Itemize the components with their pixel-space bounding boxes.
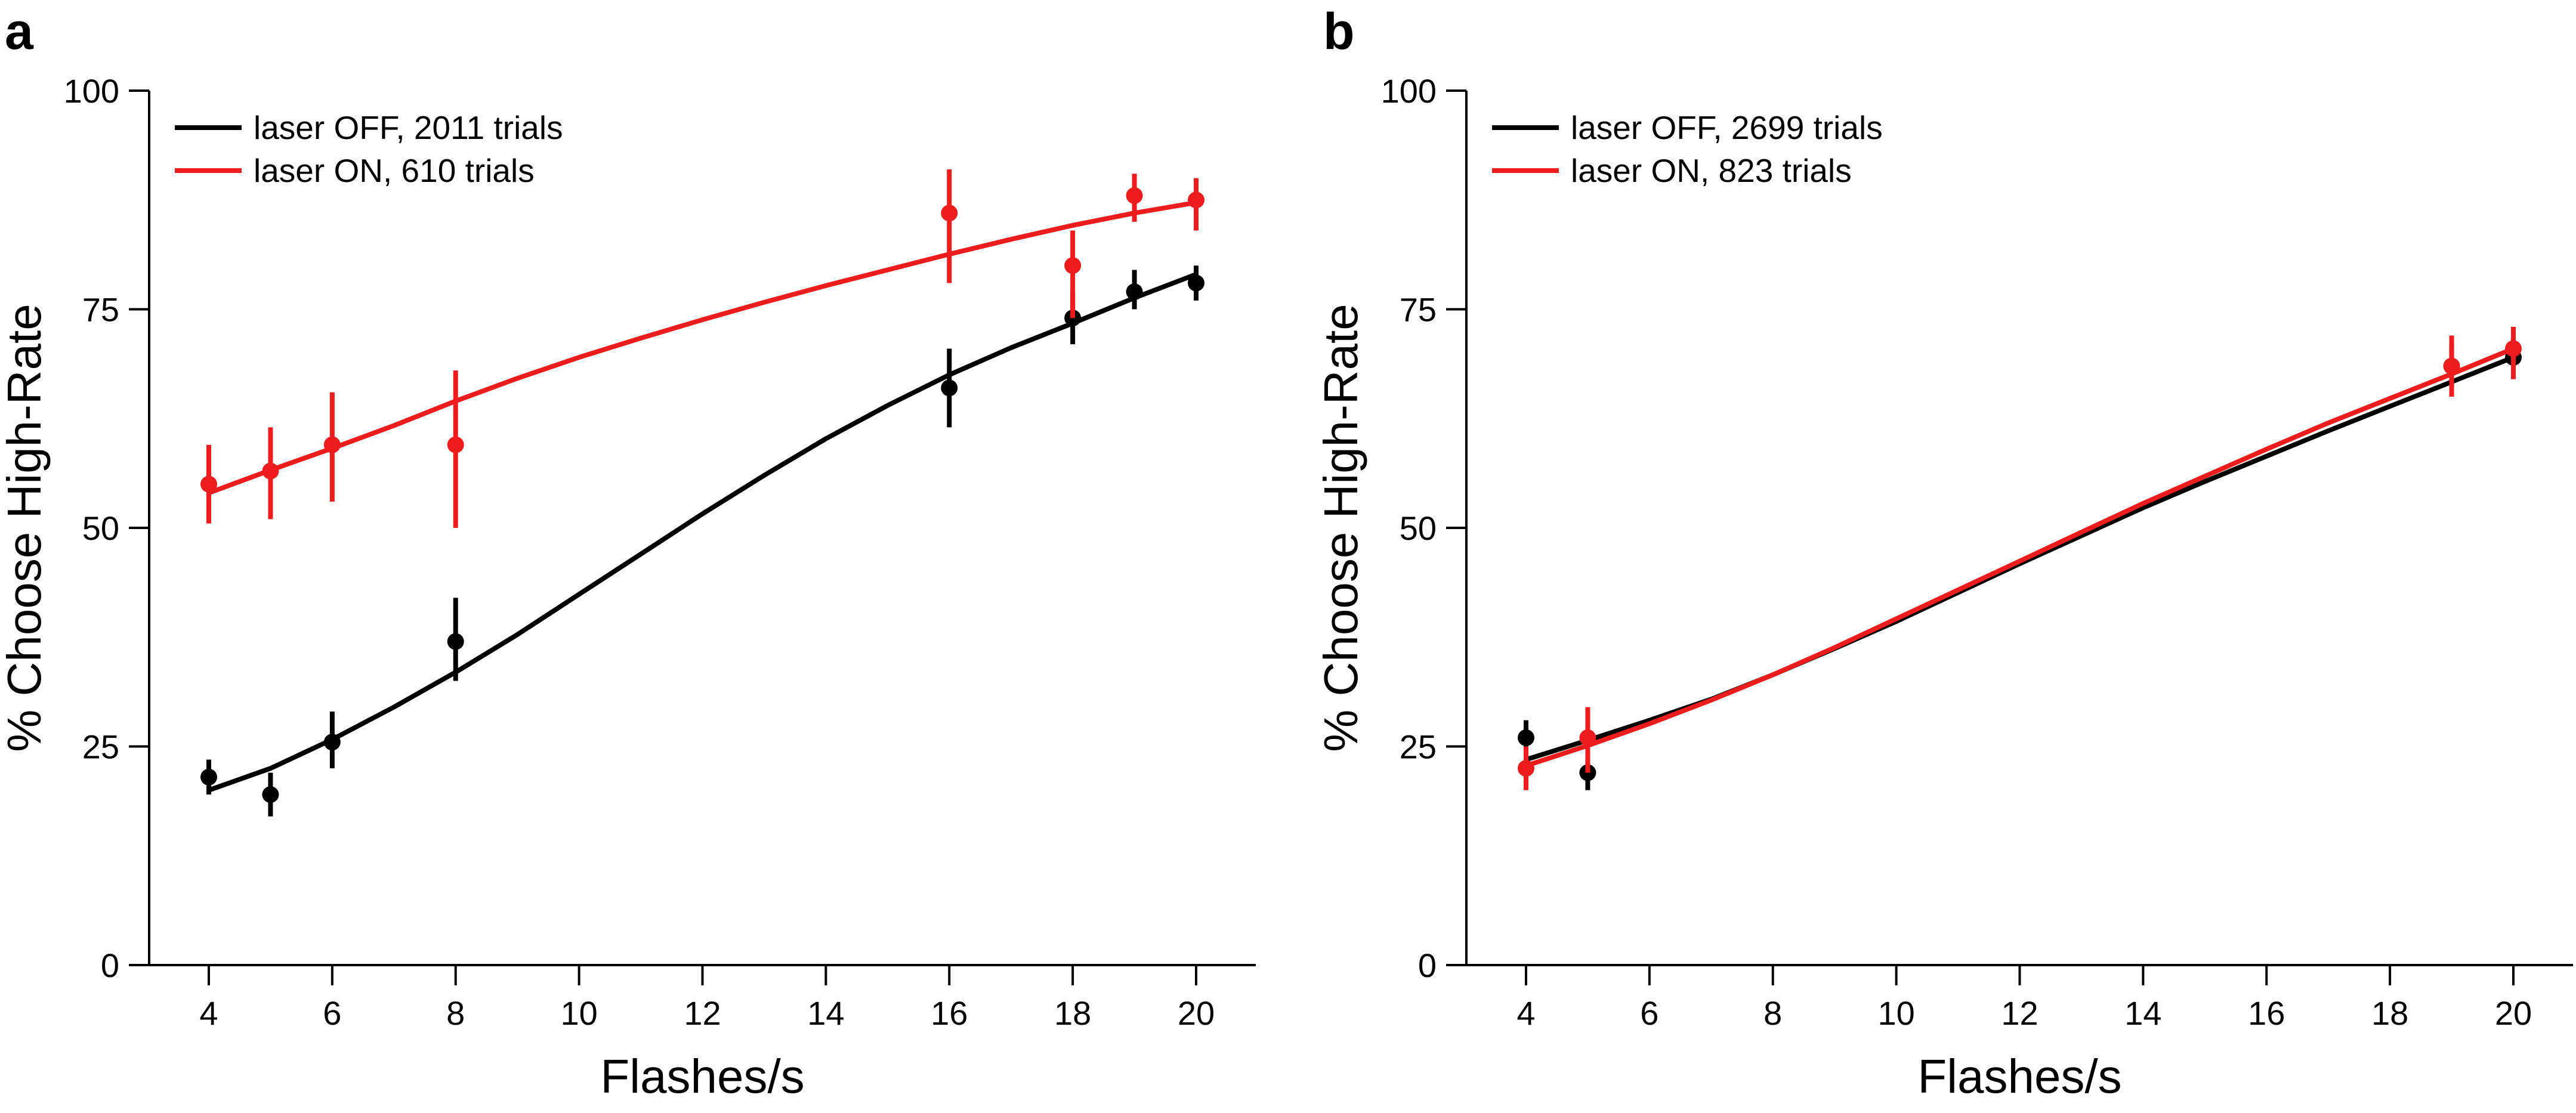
- x-tick-label: 14: [807, 994, 844, 1032]
- legend-label: laser OFF, 2011 trials: [254, 109, 563, 146]
- data-point: [1126, 187, 1143, 204]
- data-point: [1126, 283, 1143, 301]
- panel-a: a 0 25 50 75 100 4 6 8 10 12 14 16 18 20 Flashes/s % Ch…: [0, 3, 1256, 1103]
- data-point: [2505, 340, 2522, 357]
- x-tick-label: 12: [2001, 994, 2038, 1032]
- x-tick-label: 6: [323, 994, 341, 1032]
- data-point: [200, 475, 217, 493]
- x-tick-label: 14: [2124, 994, 2161, 1032]
- fit-curve: [206, 200, 1199, 496]
- x-tick-label: 16: [2248, 994, 2285, 1032]
- y-tick-label: 100: [64, 72, 119, 110]
- data-point: [323, 734, 341, 751]
- data-point: [447, 633, 464, 650]
- x-tick-label: 4: [199, 994, 218, 1032]
- y-tick-label: 100: [1381, 72, 1437, 110]
- data-point: [323, 436, 341, 453]
- panel-label: b: [1323, 3, 1355, 60]
- x-tick-label: 20: [2495, 994, 2532, 1032]
- legend-label: laser OFF, 2699 trials: [1571, 109, 1883, 146]
- x-tick-label: 18: [2371, 994, 2408, 1032]
- y-tick-label: 25: [1400, 728, 1437, 766]
- x-tick-label: 20: [1178, 994, 1215, 1032]
- data-point: [2443, 357, 2460, 375]
- x-tick-label: 4: [1516, 994, 1535, 1032]
- y-tick-label: 75: [82, 291, 119, 329]
- x-axis-title: Flashes/s: [1917, 1050, 2121, 1103]
- series-1: [200, 169, 1204, 528]
- data-point: [941, 205, 958, 222]
- x-tick-label: 10: [1877, 994, 1914, 1032]
- y-tick-label: 25: [82, 728, 119, 766]
- data-point: [200, 768, 217, 786]
- data-point: [1188, 191, 1204, 209]
- y-tick-label: 50: [1400, 509, 1437, 547]
- y-tick-label: 75: [1400, 291, 1437, 329]
- series-1: [1518, 326, 2522, 790]
- y-axis-title: % Choose High-Rate: [0, 304, 51, 752]
- data-point: [941, 379, 958, 397]
- x-tick-label: 16: [931, 994, 968, 1032]
- panel-label: a: [5, 3, 34, 60]
- legend-label: laser ON, 823 trials: [1571, 152, 1852, 189]
- x-tick-label: 18: [1054, 994, 1091, 1032]
- panel-b: b 0 25 50 75 100 4 6 8 10 12 14 16 18 20 Flashes/s % Ch…: [1314, 3, 2573, 1103]
- x-tick-label: 10: [560, 994, 597, 1032]
- y-tick-label: 0: [101, 947, 119, 984]
- x-tick-label: 8: [1763, 994, 1782, 1032]
- data-point: [1518, 729, 1534, 746]
- fit-curve: [206, 271, 1199, 793]
- data-point: [1064, 257, 1082, 274]
- data-point: [447, 436, 464, 453]
- y-axis-title: % Choose High-Rate: [1314, 304, 1367, 752]
- y-tick-label: 50: [82, 509, 119, 547]
- data-point: [1518, 760, 1534, 777]
- fit-curve: [1524, 346, 2516, 768]
- legend-label: laser ON, 610 trials: [254, 152, 535, 189]
- x-tick-label: 8: [446, 994, 465, 1032]
- x-tick-label: 12: [684, 994, 721, 1032]
- data-point: [1579, 729, 1596, 746]
- series-0: [200, 265, 1204, 817]
- data-point: [262, 786, 279, 803]
- x-axis-title: Flashes/s: [600, 1050, 804, 1103]
- data-point: [1188, 274, 1204, 292]
- y-tick-label: 0: [1418, 947, 1437, 984]
- x-tick-label: 6: [1640, 994, 1658, 1032]
- data-point: [262, 462, 279, 480]
